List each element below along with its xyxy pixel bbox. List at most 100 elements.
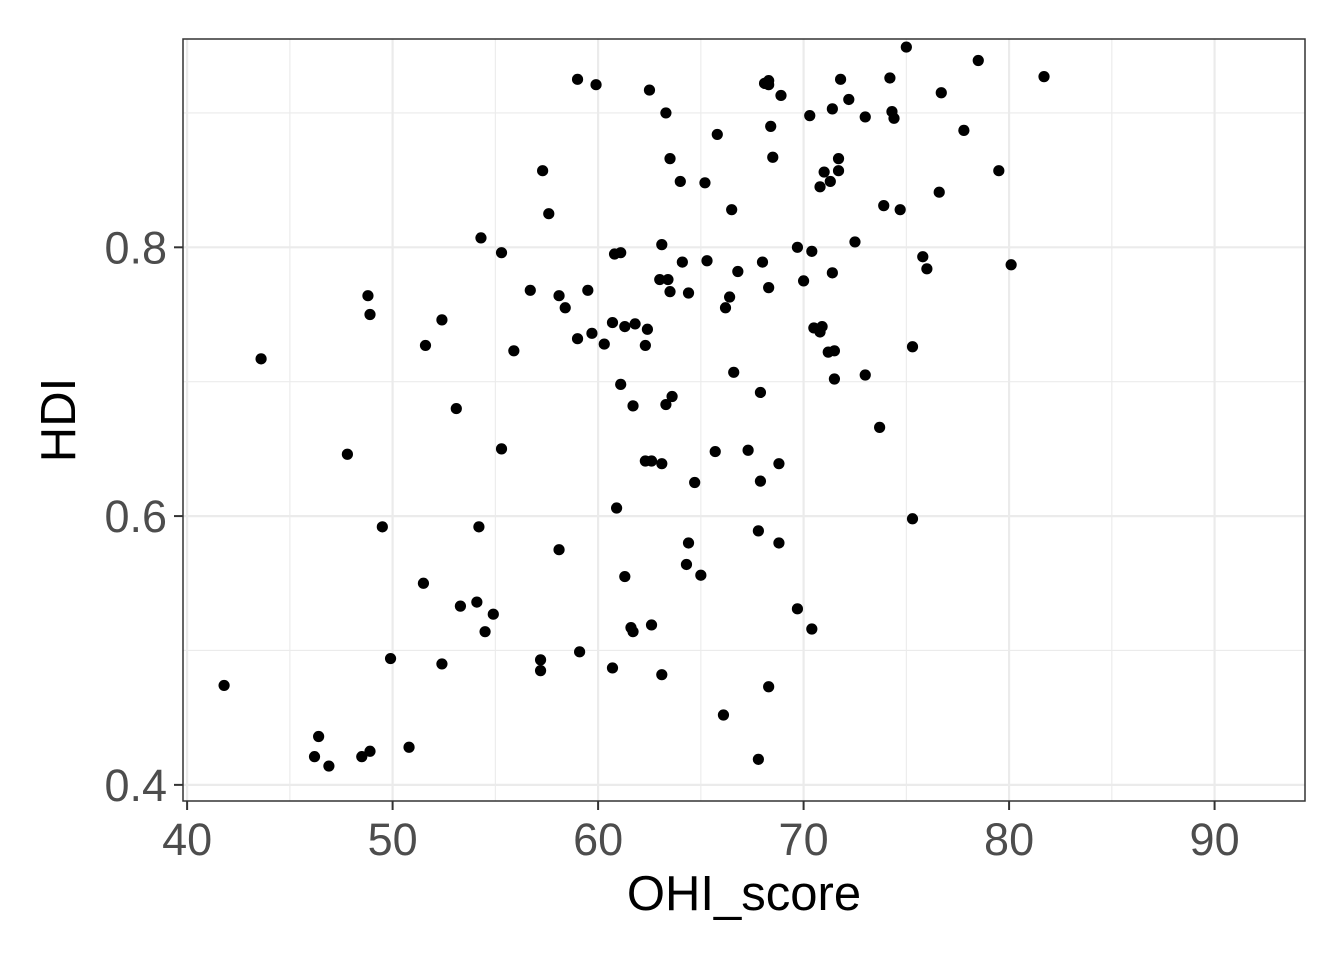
data-point [917, 251, 929, 263]
data-point [313, 730, 325, 743]
y-axis-title: HDI [32, 378, 86, 462]
data-point [674, 175, 686, 188]
data-point [773, 458, 785, 470]
data-point [763, 681, 775, 693]
data-point [450, 402, 462, 415]
data-point [543, 208, 555, 220]
x-tick-label: 60 [573, 814, 623, 865]
data-point [471, 596, 483, 608]
data-point [534, 665, 547, 677]
data-point [682, 287, 695, 299]
data-point [417, 577, 430, 589]
data-point [894, 204, 906, 216]
x-tick-label: 40 [162, 814, 212, 865]
data-point [859, 111, 871, 123]
data-point [709, 445, 721, 458]
x-tick-label: 70 [779, 814, 829, 865]
data-point [1005, 259, 1017, 271]
data-point [888, 112, 900, 124]
data-point [356, 751, 368, 763]
data-point [606, 316, 619, 329]
data-point [645, 619, 658, 631]
data-point [362, 290, 374, 302]
data-point [878, 200, 890, 212]
data-point [582, 284, 594, 296]
data-point [436, 314, 448, 326]
data-point [654, 273, 666, 286]
data-point [814, 181, 826, 193]
data-point [376, 521, 388, 533]
data-point [487, 608, 499, 620]
data-point [719, 302, 732, 314]
data-point [473, 521, 485, 533]
y-tick-label: 0.6 [104, 491, 167, 542]
data-point [559, 302, 571, 314]
data-point [586, 327, 598, 339]
data-point [906, 513, 919, 525]
data-point [524, 284, 536, 296]
data-point [900, 41, 912, 53]
data-point [726, 204, 738, 216]
data-point [664, 286, 676, 298]
data-point [699, 177, 711, 189]
data-point [689, 476, 701, 489]
data-point [598, 338, 610, 350]
data-point [664, 153, 676, 165]
data-point [816, 320, 828, 333]
data-point [590, 79, 602, 91]
data-point [553, 290, 565, 302]
data-point [639, 339, 651, 352]
data-point [627, 626, 639, 638]
data-point [571, 73, 584, 85]
data-point [641, 323, 654, 335]
minor-gridlines [183, 39, 1305, 801]
data-point [574, 646, 586, 658]
data-point [874, 421, 886, 433]
data-point [804, 110, 816, 122]
data-point [666, 390, 678, 403]
data-point [859, 369, 871, 381]
data-point [341, 448, 353, 460]
data-point [403, 741, 415, 753]
data-point [660, 398, 672, 411]
data-point [308, 751, 321, 763]
data-point [436, 658, 448, 670]
data-point [680, 558, 693, 571]
data-point [479, 626, 491, 638]
data-point [656, 669, 668, 681]
data-point [662, 273, 674, 286]
data-point [475, 232, 487, 244]
data-point [754, 475, 767, 487]
major-gridlines [183, 39, 1305, 801]
data-point [619, 570, 631, 583]
data-point [806, 245, 818, 257]
data-point [645, 455, 658, 467]
data-point [752, 525, 764, 537]
x-axis-title: OHI_score [627, 867, 861, 921]
data-point [732, 265, 744, 278]
data-point [717, 709, 730, 721]
data-point [728, 366, 740, 378]
data-point [384, 652, 397, 665]
y-tick-label: 0.8 [104, 222, 167, 273]
data-point [884, 72, 896, 84]
y-tick-label: 0.4 [104, 760, 167, 811]
x-tick-label: 50 [368, 814, 418, 865]
data-point [832, 153, 845, 165]
data-point [763, 75, 775, 87]
data-point [508, 345, 520, 357]
x-tick-label: 90 [1190, 814, 1240, 865]
data-point [629, 318, 641, 330]
data-point [993, 165, 1005, 177]
data-point [218, 679, 230, 692]
data-point [656, 458, 668, 470]
data-points [218, 41, 1050, 772]
data-point [791, 603, 804, 615]
data-point [676, 256, 688, 268]
data-point [255, 353, 267, 365]
data-point [724, 291, 736, 303]
data-point [843, 93, 855, 106]
data-point [615, 378, 627, 390]
data-point [752, 753, 764, 765]
